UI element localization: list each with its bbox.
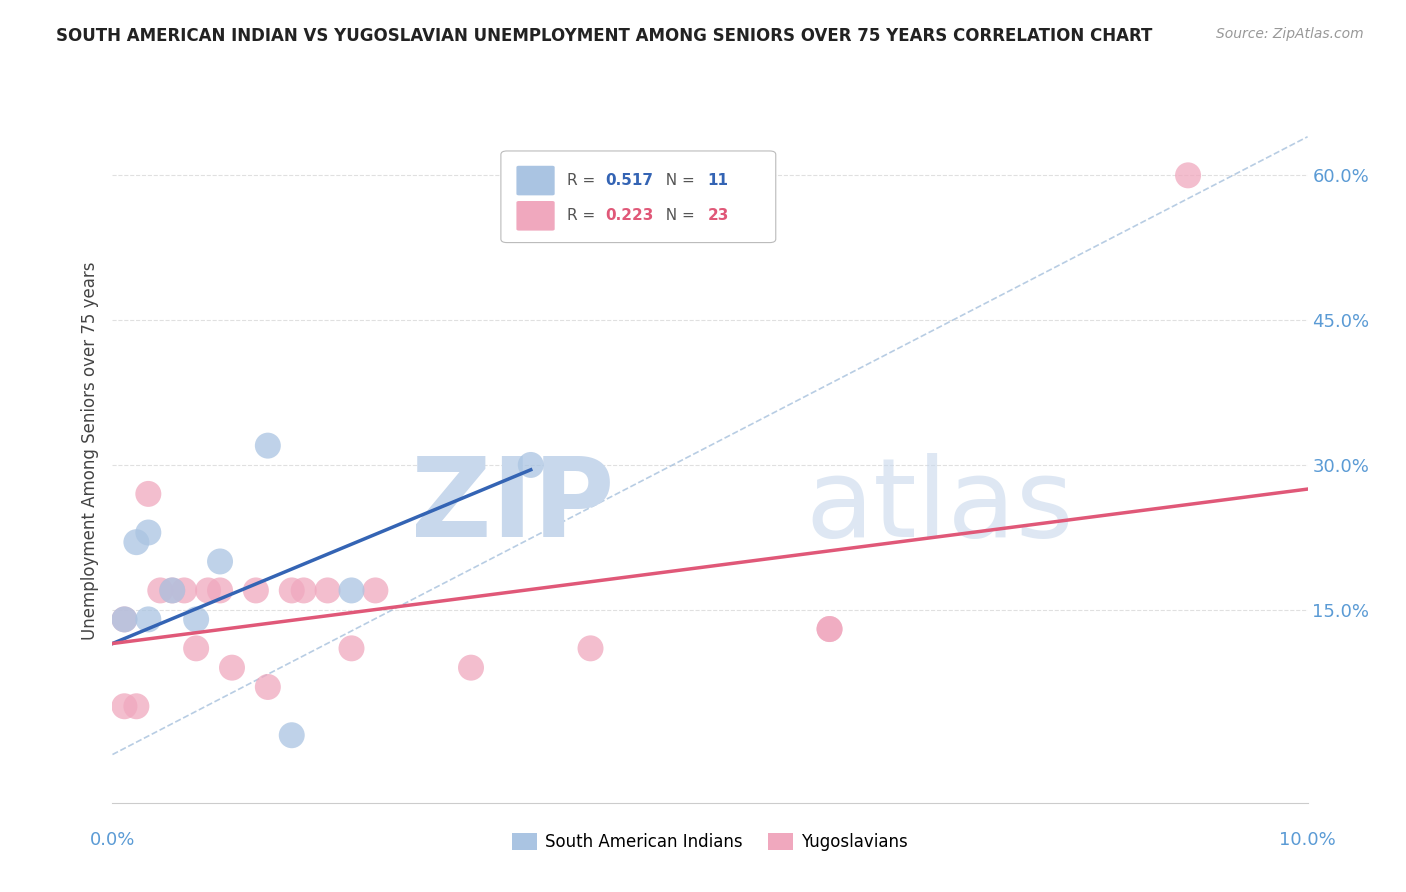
Text: N =: N = bbox=[657, 173, 700, 188]
Text: ZIP: ZIP bbox=[411, 453, 614, 560]
Text: SOUTH AMERICAN INDIAN VS YUGOSLAVIAN UNEMPLOYMENT AMONG SENIORS OVER 75 YEARS CO: SOUTH AMERICAN INDIAN VS YUGOSLAVIAN UNE… bbox=[56, 27, 1153, 45]
Point bbox=[340, 641, 363, 656]
Text: 23: 23 bbox=[707, 209, 730, 223]
Point bbox=[340, 583, 363, 598]
Point bbox=[209, 583, 232, 598]
Point bbox=[209, 554, 232, 568]
Point bbox=[818, 622, 841, 636]
Text: atlas: atlas bbox=[806, 453, 1074, 560]
Point bbox=[292, 583, 315, 598]
Point bbox=[162, 583, 183, 598]
Point bbox=[364, 583, 387, 598]
Point bbox=[579, 641, 602, 656]
Text: N =: N = bbox=[657, 209, 700, 223]
Point bbox=[186, 612, 208, 626]
Text: 10.0%: 10.0% bbox=[1279, 831, 1336, 849]
Point bbox=[197, 583, 219, 598]
Text: R =: R = bbox=[567, 209, 600, 223]
Point bbox=[138, 612, 160, 626]
Point bbox=[281, 583, 304, 598]
Point bbox=[257, 680, 280, 694]
Legend: South American Indians, Yugoslavians: South American Indians, Yugoslavians bbox=[505, 826, 915, 858]
Text: 0.223: 0.223 bbox=[605, 209, 654, 223]
Point bbox=[245, 583, 267, 598]
Point bbox=[149, 583, 172, 598]
Point bbox=[162, 583, 183, 598]
Point bbox=[221, 660, 243, 674]
Point bbox=[125, 535, 148, 549]
Point bbox=[460, 660, 482, 674]
Text: Source: ZipAtlas.com: Source: ZipAtlas.com bbox=[1216, 27, 1364, 41]
FancyBboxPatch shape bbox=[516, 201, 554, 231]
Point bbox=[138, 487, 160, 501]
Point bbox=[173, 583, 195, 598]
Point bbox=[114, 699, 135, 714]
Point bbox=[114, 612, 135, 626]
Point bbox=[125, 699, 148, 714]
Point bbox=[114, 612, 135, 626]
Point bbox=[316, 583, 339, 598]
Point bbox=[818, 622, 841, 636]
Text: R =: R = bbox=[567, 173, 600, 188]
Text: 11: 11 bbox=[707, 173, 728, 188]
Point bbox=[1177, 169, 1199, 183]
FancyBboxPatch shape bbox=[516, 166, 554, 195]
Point bbox=[281, 728, 304, 742]
Point bbox=[257, 439, 280, 453]
Y-axis label: Unemployment Among Seniors over 75 years: Unemployment Among Seniors over 75 years bbox=[80, 261, 98, 640]
Point bbox=[520, 458, 543, 472]
Text: 0.0%: 0.0% bbox=[90, 831, 135, 849]
FancyBboxPatch shape bbox=[501, 151, 776, 243]
Text: 0.517: 0.517 bbox=[605, 173, 652, 188]
Point bbox=[186, 641, 208, 656]
Point bbox=[138, 525, 160, 540]
